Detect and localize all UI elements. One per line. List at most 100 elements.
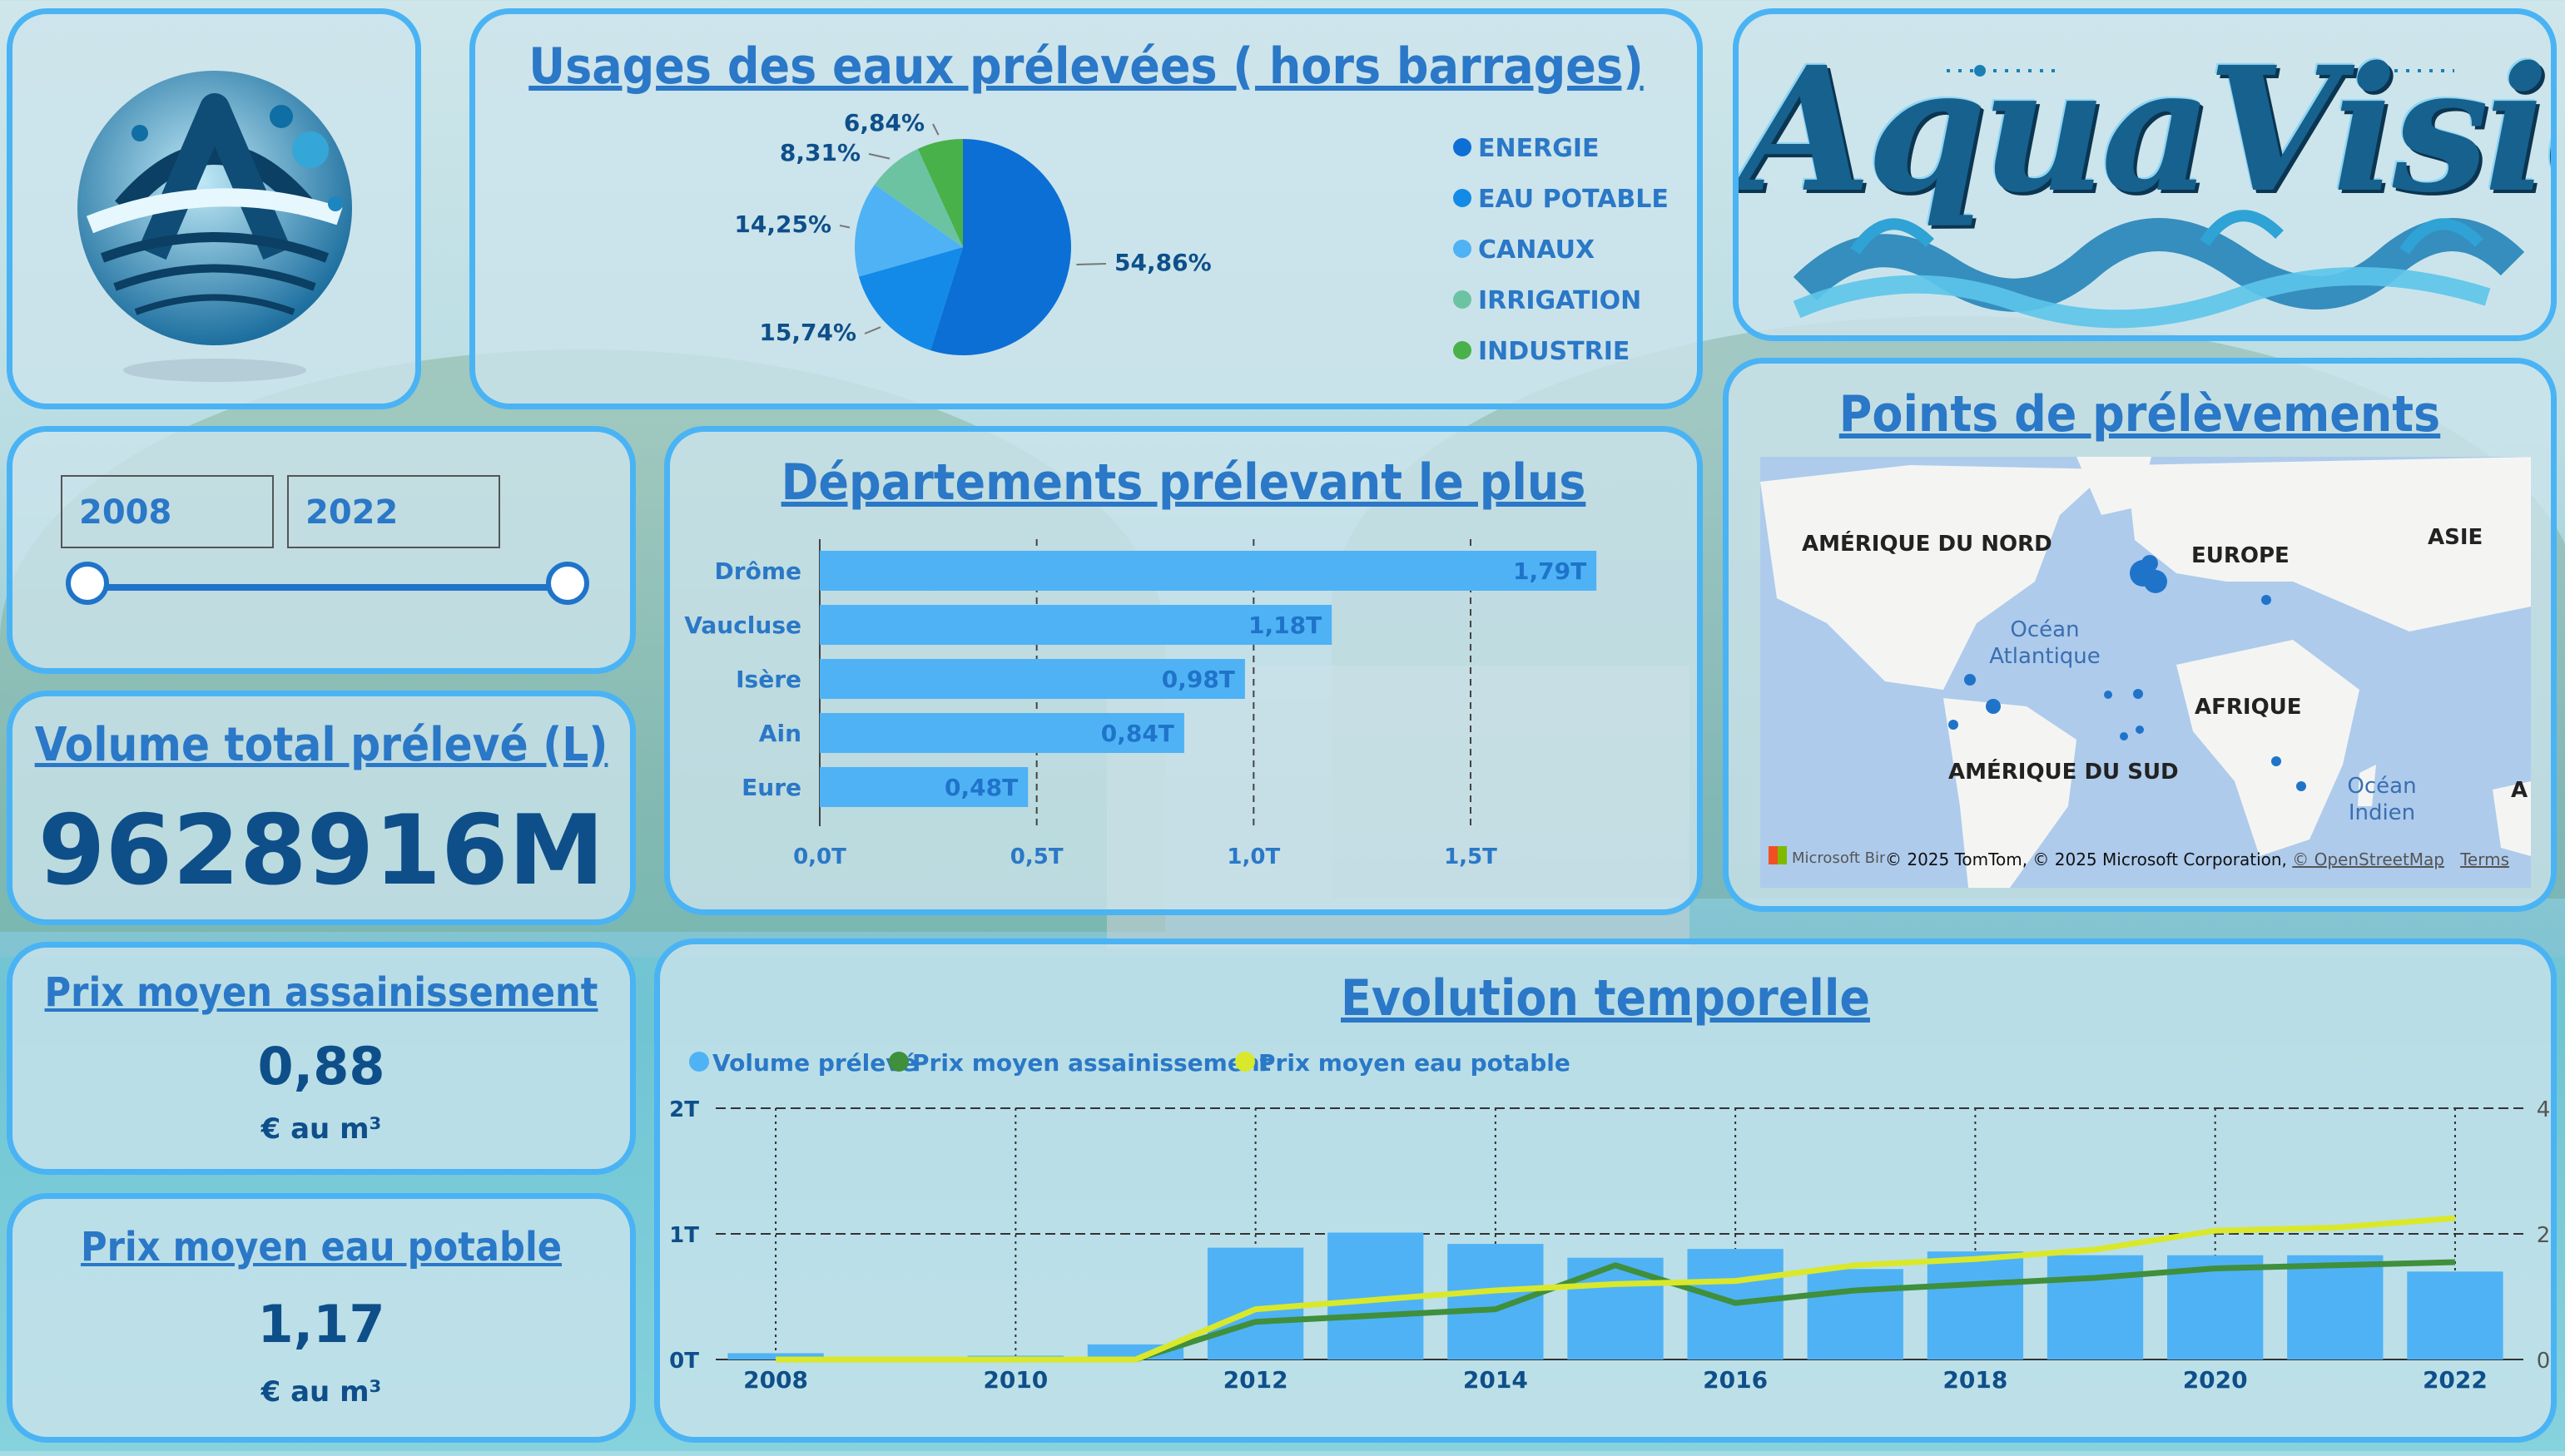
- x-tick-label: 2022: [2423, 1366, 2488, 1394]
- x-tick-label: 1,5T: [1444, 844, 1497, 869]
- year-slicer-panel: 2008 2022: [7, 426, 636, 674]
- volume-bar-2012: [1207, 1247, 1304, 1359]
- category-label: Eure: [742, 774, 801, 801]
- map-label-asia: ASIE: [2428, 525, 2483, 550]
- start-year-input[interactable]: 2008: [61, 475, 274, 548]
- y-right-tick-label: 2: [2537, 1223, 2551, 1248]
- end-year-value: 2022: [305, 493, 399, 532]
- pie-slice-energie: [930, 139, 1071, 356]
- category-label: Drôme: [715, 557, 801, 585]
- kpi-sanitation-panel: Prix moyen assainissement 0,88 € au m³: [7, 942, 636, 1175]
- map-canvas[interactable]: AMÉRIQUE DU NORD EUROPE ASIE Océan Atlan…: [1760, 457, 2531, 888]
- terms-link[interactable]: Terms: [2460, 849, 2509, 869]
- pie-value-label: 6,84%: [844, 109, 925, 136]
- sample-points: [1948, 555, 2306, 791]
- bar-drôme: [820, 551, 1597, 591]
- end-year-input[interactable]: 2022: [287, 475, 500, 548]
- bar-isère: [820, 659, 1245, 699]
- south-america-landmass: [1943, 698, 2076, 888]
- x-tick-label: 2014: [1463, 1366, 1528, 1394]
- pie-leader-line: [932, 123, 940, 136]
- kpi-volume-title: Volume total prélevé (L): [34, 718, 608, 772]
- bar-ain: [820, 713, 1184, 753]
- kpi-drinking-unit: € au m³: [260, 1375, 382, 1409]
- pie-slice-canaux: [855, 184, 963, 277]
- y-left-tick-label: 1T: [669, 1223, 699, 1248]
- map-panel: Points de prélèvements AMÉRIQUE DU NORD …: [1723, 358, 2557, 912]
- evolution-chart-title: Evolution temporelle: [1341, 969, 1870, 1028]
- legend-marker: [689, 1052, 709, 1072]
- kpi-sanitation-title: Prix moyen assainissement: [44, 969, 598, 1016]
- kpi-sanitation-value: 0,88: [257, 1036, 385, 1097]
- volume-bar-2022: [2407, 1271, 2503, 1359]
- y-left-tick-label: 0T: [669, 1349, 699, 1374]
- pie-chart-title: Usages des eaux prélevées ( hors barrage…: [528, 37, 1644, 96]
- map-label-north-america: AMÉRIQUE DU NORD: [1802, 532, 2052, 557]
- wave-decoration-icon: [1793, 65, 2525, 329]
- x-tick-label: 2016: [1703, 1366, 1768, 1394]
- pie-leader-line: [864, 326, 881, 334]
- legend-marker: [1453, 138, 1471, 156]
- brand-wordmark: AquaVision: [1739, 29, 2551, 230]
- world-map: [1760, 457, 2531, 888]
- africa-landmass: [2176, 640, 2359, 856]
- y-left-tick-label: 2T: [669, 1097, 699, 1122]
- pie-value-label: 54,86%: [1114, 249, 1212, 276]
- x-tick-label: 0,5T: [1010, 844, 1064, 869]
- pie-slice-irrigation: [875, 148, 963, 247]
- pie-slice-eau-potable: [858, 247, 963, 350]
- volume-bar-2021: [2287, 1255, 2384, 1359]
- kpi-volume-value: 9628916M: [37, 795, 605, 907]
- bar-value-label: 0,98T: [1162, 666, 1235, 693]
- bar-value-label: 1,79T: [1513, 557, 1586, 585]
- category-label: Vaucluse: [684, 612, 801, 639]
- bar-eure: [820, 767, 1029, 807]
- legend-marker: [1453, 189, 1471, 207]
- pie-value-label: 8,31%: [780, 139, 861, 166]
- kpi-drinking-title: Prix moyen eau potable: [80, 1224, 563, 1270]
- evolution-chart-panel: Evolution temporelle 0T 0 1T 2 2T 4 2008 2010 20…: [654, 938, 2557, 1443]
- year-slider-end-handle[interactable]: [546, 562, 589, 605]
- legend-label-eau-potable: EAU POTABLE: [1478, 185, 1669, 214]
- legend-marker: [1453, 290, 1471, 309]
- logo-panel: [7, 8, 421, 409]
- x-tick-label: 2020: [2183, 1366, 2248, 1394]
- bar-value-label: 0,84T: [1101, 720, 1174, 747]
- legend-label-irrigation: IRRIGATION: [1478, 286, 1641, 315]
- bar-value-label: 1,18T: [1248, 612, 1322, 639]
- map-title: Points de prélèvements: [1838, 385, 2441, 443]
- openstreetmap-link[interactable]: © OpenStreetMap: [2292, 849, 2445, 869]
- kpi-drinking-panel: Prix moyen eau potable 1,17 € au m³: [7, 1193, 636, 1443]
- pie-leader-line: [868, 153, 891, 160]
- legend-marker: [1453, 240, 1471, 258]
- year-slider-track[interactable]: [89, 584, 580, 591]
- map-attribution: © 2025 TomTom, © 2025 Microsoft Corporat…: [1885, 849, 2509, 869]
- x-tick-label: 2012: [1223, 1366, 1288, 1394]
- map-label-atlantic: Océan Atlantique: [1989, 617, 2101, 669]
- map-label-south-america: AMÉRIQUE DU SUD: [1948, 760, 2179, 785]
- europe-landmass: [2126, 457, 2531, 631]
- brand-panel: AquaVision: [1733, 8, 2557, 341]
- year-slider-start-handle[interactable]: [66, 562, 109, 605]
- category-label: Isère: [736, 666, 801, 693]
- map-label-europe: EUROPE: [2191, 543, 2290, 568]
- x-tick-label: 0,0T: [793, 844, 846, 869]
- pie-chart-panel: Usages des eaux prélevées ( hors barrage…: [469, 8, 1703, 409]
- evolution-chart: 0T 0 1T 2 2T 4 2008 2010 2012 2014 2016 2018 2020 202…: [669, 1049, 2551, 1394]
- madagascar-landmass: [2358, 765, 2376, 806]
- water-logo-icon: [77, 71, 352, 382]
- legend-label: Prix moyen eau potable: [1258, 1049, 1570, 1077]
- map-label-indian: Océan Indien: [2347, 774, 2417, 825]
- legend-marker: [889, 1052, 909, 1072]
- map-label-africa: AFRIQUE: [2195, 695, 2302, 720]
- map-label-a: A: [2511, 778, 2528, 803]
- y-right-tick-label: 0: [2537, 1349, 2551, 1374]
- bar-value-label: 0,48T: [945, 774, 1018, 801]
- x-tick-label: 2008: [743, 1366, 808, 1394]
- line-prix-moyen-eau-potable: [776, 1215, 2456, 1363]
- volume-bar-2017: [1807, 1269, 1903, 1359]
- legend-marker: [1453, 341, 1471, 359]
- bar-vaucluse: [820, 605, 1332, 645]
- pie-leader-line: [839, 225, 851, 229]
- pie-slice-industrie: [917, 139, 963, 247]
